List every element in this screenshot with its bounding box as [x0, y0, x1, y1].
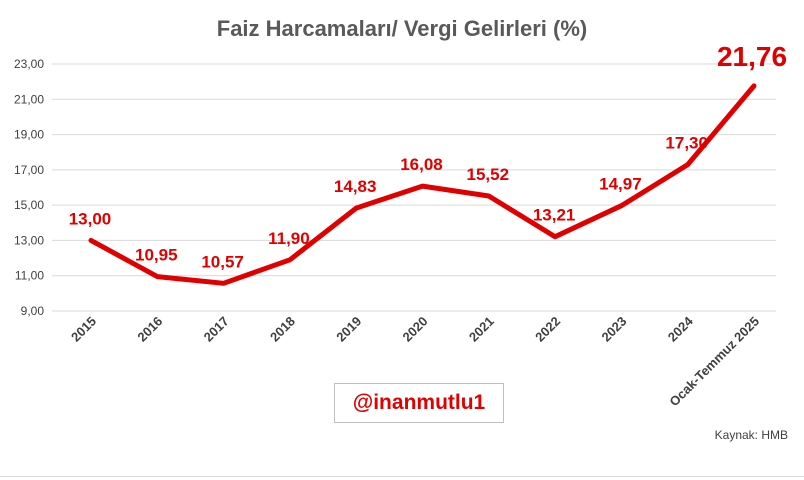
data-label: 10,57: [201, 252, 244, 271]
y-tick-label: 17,00: [14, 163, 44, 177]
x-tick-label: 2018: [267, 314, 298, 345]
x-tick-label: 2023: [598, 314, 629, 345]
y-tick-label: 19,00: [14, 128, 44, 142]
y-tick-label: 21,00: [14, 92, 44, 106]
data-labels: 13,00 10,95 10,57 11,90 14,83 16,08 15,52 13,21…: [69, 41, 787, 271]
x-tick-label: 2022: [532, 314, 563, 345]
y-tick-label: 15,00: [14, 198, 44, 212]
data-label: 14,83: [334, 177, 377, 196]
x-tick-label: 2021: [466, 314, 497, 345]
source-note: Kaynak: HMB: [714, 428, 788, 442]
data-label: 15,52: [467, 165, 510, 184]
data-label: 14,97: [599, 175, 642, 194]
handle-text: @inanmutlu1: [352, 391, 486, 414]
data-label: 11,90: [268, 229, 310, 248]
data-label: 10,95: [135, 246, 178, 265]
bottom-divider: [0, 476, 804, 477]
series-line: [88, 83, 757, 286]
x-tick-label: 2024: [665, 313, 697, 345]
x-tick-label: 2015: [68, 314, 99, 345]
data-label: 13,21: [533, 206, 576, 225]
y-tick-label: 9,00: [21, 304, 45, 318]
x-tick-label: 2019: [333, 314, 364, 345]
handle-box: @inanmutlu1: [334, 383, 504, 423]
data-label: 17,30: [665, 134, 708, 153]
x-tick-label: 2020: [400, 314, 431, 345]
y-tick-label: 13,00: [14, 233, 44, 247]
y-tick-label: 11,00: [15, 269, 44, 283]
data-label: 13,00: [69, 209, 112, 228]
series: [88, 83, 757, 286]
y-tick-label: 23,00: [14, 57, 44, 71]
x-tick-label: 2016: [134, 314, 165, 345]
y-axis: 9,00 11,00 13,00 15,00 17,00 19,00 21,00 23,00: [14, 57, 44, 318]
chart-title: Faiz Harcamaları/ Vergi Gelirleri (%): [217, 16, 588, 41]
data-label: 16,08: [400, 155, 443, 174]
data-label: 21,76: [717, 41, 787, 72]
x-tick-label: 2017: [201, 314, 232, 345]
